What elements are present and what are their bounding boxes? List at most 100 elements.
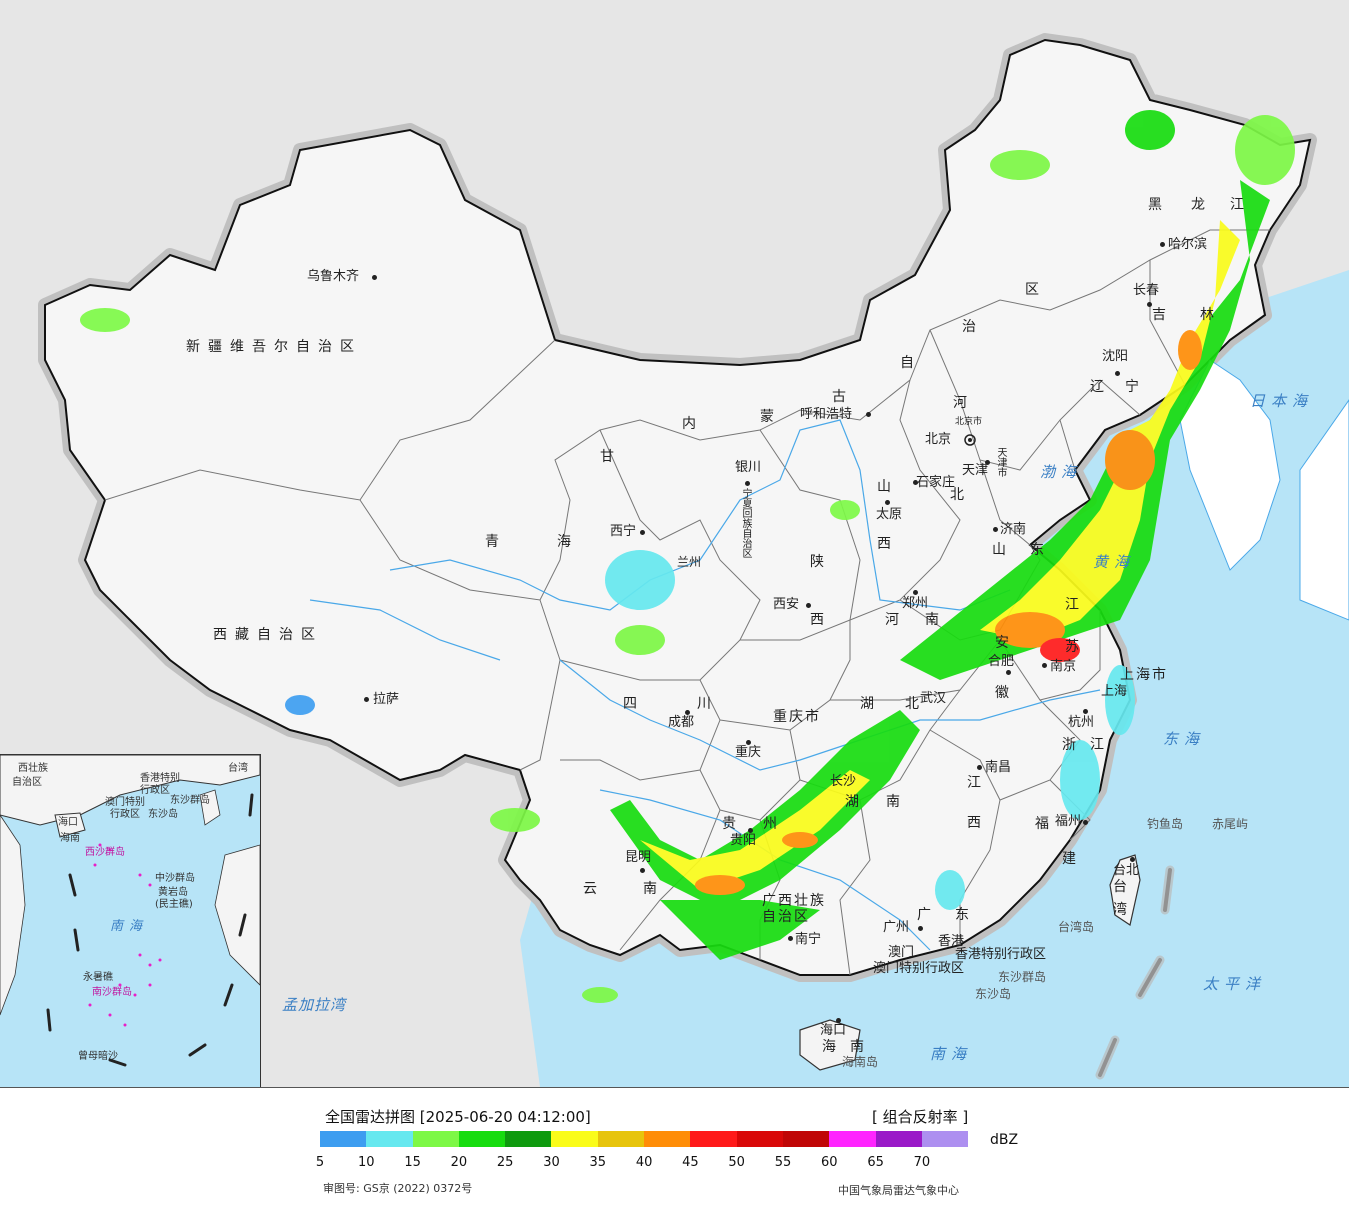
province-jiangsu-1: 江	[1065, 597, 1087, 613]
label-japan-sea: 日本海	[1250, 392, 1314, 410]
inset-label-autonomous-region: 自治区	[12, 777, 42, 788]
label-bohai: 渤海	[1040, 463, 1083, 481]
province-gansu: 甘	[600, 449, 622, 465]
city-shanghai: 上海	[1101, 684, 1128, 699]
province-xinjiang: 新疆维吾尔自治区	[186, 339, 362, 355]
label-pacific: 太平洋	[1203, 975, 1267, 993]
province-hainan-1: 海	[822, 1039, 844, 1055]
province-qinghai-1: 青	[485, 534, 507, 550]
label-bengal: 孟加拉湾	[282, 996, 347, 1014]
province-fujian-1: 福	[1035, 816, 1057, 832]
province-hainan-2: 南	[850, 1039, 872, 1055]
label-yellow-sea: 黄海	[1093, 553, 1136, 571]
scale-swatch-10	[782, 1131, 830, 1147]
scale-tick-55: 55	[774, 1155, 792, 1170]
city-nanchang-dot	[977, 765, 982, 770]
province-neimenggu-6: 区	[1025, 282, 1047, 298]
scale-swatch-2	[412, 1131, 459, 1147]
city-jinan-dot	[993, 527, 998, 532]
scale-swatch-12	[875, 1131, 922, 1147]
city-fuzhou: 福州	[1055, 814, 1082, 829]
label-macau-region: 澳门特别行政区	[873, 961, 965, 976]
inset-label-dongsha-island: 东沙岛	[148, 809, 178, 820]
province-neimenggu-4: 自	[900, 355, 922, 371]
city-beijing-small: 北京市	[955, 417, 983, 427]
city-nanjing: 南京	[1050, 659, 1077, 674]
scale-tick-60: 60	[821, 1155, 838, 1170]
city-taipei: 台北	[1113, 863, 1140, 878]
inset-label-macau-2: 行政区	[110, 809, 140, 820]
province-shaanxi-2: 西	[810, 612, 832, 628]
inset-label-south-sea: 南海	[110, 919, 149, 934]
label-lanzhou-city: 兰州	[677, 555, 702, 569]
city-shijiazhuang: 石家庄	[916, 475, 956, 490]
city-fuzhou-dot	[1083, 820, 1088, 825]
label-chiwei: 赤尾屿	[1212, 817, 1249, 831]
city-hefei: 合肥	[988, 654, 1015, 669]
province-shandong-1: 山	[992, 542, 1014, 558]
scale-swatch-1	[366, 1131, 413, 1147]
scale-swatch-5	[551, 1131, 598, 1147]
province-hebei-1: 河	[953, 395, 975, 411]
city-hangzhou: 杭州	[1068, 715, 1095, 730]
city-lhasa-dot	[364, 697, 369, 702]
city-beijing: 北京	[925, 432, 952, 447]
city-taipei-dot	[1130, 857, 1135, 862]
province-yunnan-2: 南	[643, 881, 665, 897]
city-haikou-dot	[836, 1018, 841, 1023]
label-east-sea: 东海	[1163, 730, 1206, 748]
scale-tick-25: 25	[496, 1155, 514, 1170]
radar-map: 新疆维吾尔自治区 西藏自治区 青 海 甘 内 蒙 古 自 治 区 黑 龙 江 吉…	[0, 0, 1349, 1088]
scale-tick-65: 65	[867, 1155, 884, 1170]
province-heilongjiang-2: 龙	[1191, 197, 1213, 213]
province-neimenggu-3: 古	[832, 389, 854, 405]
scale-tick-50: 50	[728, 1155, 745, 1170]
inset-label-hainan: 海南	[60, 833, 80, 844]
province-shanxi-1: 山	[877, 479, 899, 495]
city-guiyang-dot	[748, 828, 753, 833]
city-yinchuan-dot	[745, 481, 750, 486]
inset-label-hk-1: 香港特别	[140, 773, 180, 784]
city-xining-dot	[640, 530, 645, 535]
city-urumqi-dot	[372, 275, 377, 280]
scale-swatch-6	[597, 1131, 645, 1147]
label-dongsha-islands: 东沙群岛	[998, 970, 1047, 984]
label-tianjin-city: 天津市	[995, 447, 1006, 477]
province-guangdong-1: 广	[917, 907, 939, 923]
scale-swatch-9	[736, 1131, 783, 1147]
inset-label-taiwan: 台湾	[228, 763, 248, 774]
scale-swatch-0	[320, 1131, 367, 1147]
inset-label-zengmu: 曾母暗沙	[78, 1051, 118, 1062]
inset-label-guangxi: 西壮族	[18, 763, 48, 774]
province-liaoning-2: 宁	[1125, 379, 1147, 395]
province-henan-2: 南	[925, 612, 947, 628]
province-taiwan-2: 湾	[1113, 902, 1135, 918]
inset-label-dongsha: 东沙群岛	[170, 795, 210, 806]
label-taiwan-island: 台湾岛	[1058, 920, 1095, 934]
province-fujian-2: 建	[1062, 851, 1084, 867]
scale-tick-45: 45	[682, 1155, 699, 1170]
legend-product: [ 组合反射率 ]	[872, 1108, 969, 1126]
province-guangxi-line2: 自治区	[762, 909, 810, 925]
province-shaanxi-1: 陕	[810, 554, 832, 570]
scale-tick-20: 20	[450, 1155, 468, 1170]
city-hongkong: 香港	[938, 934, 965, 949]
province-ningxia: 宁夏回族自治区	[740, 488, 751, 558]
color-scale	[320, 1131, 969, 1147]
province-hunan-1: 湖	[845, 794, 867, 810]
city-nanning-dot	[788, 936, 793, 941]
data-source: 中国气象局雷达气象中心	[838, 1184, 959, 1197]
label-diaoyu: 钓鱼岛	[1147, 817, 1184, 831]
city-chongqing-dot	[746, 740, 751, 745]
legend-title: 全国雷达拼图 [2025-06-20 04:12:00]	[325, 1108, 591, 1126]
inset-label-haikou: 海口	[58, 817, 78, 828]
city-hangzhou-dot	[1083, 709, 1088, 714]
city-chengdu-dot	[685, 710, 690, 715]
inset-label-minzhu: (民主礁)	[155, 899, 193, 910]
city-lhasa: 拉萨	[373, 692, 400, 707]
city-chengdu: 成都	[668, 715, 695, 730]
city-macau: 澳门	[888, 945, 915, 960]
province-heilongjiang-1: 黑	[1148, 197, 1170, 213]
scale-swatch-13	[921, 1131, 969, 1147]
